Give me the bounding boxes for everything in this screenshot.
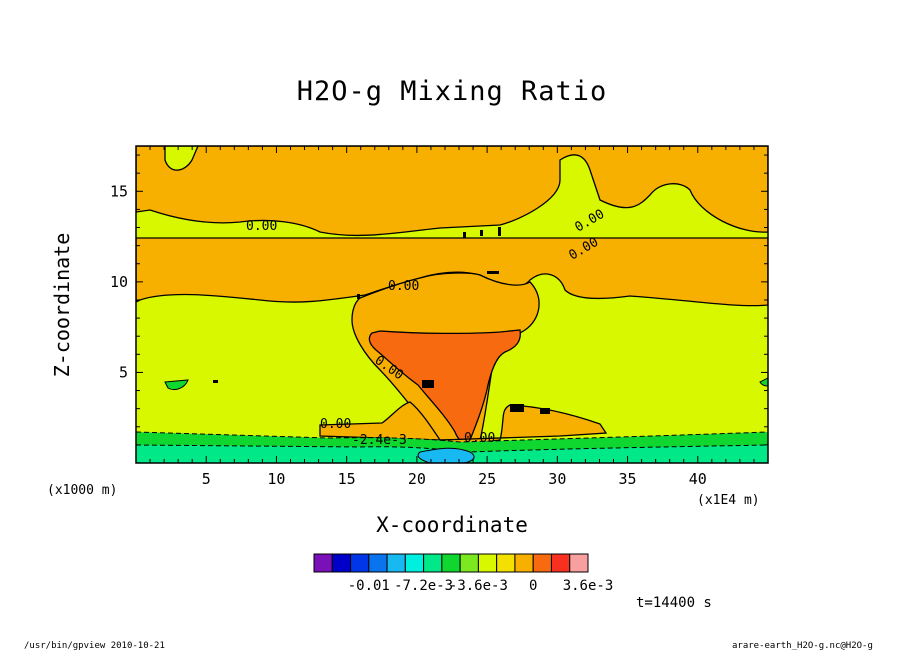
y-tick-label: 5 bbox=[119, 363, 128, 381]
contour-label: -2.4e-3 bbox=[352, 433, 407, 448]
colorbar-swatch bbox=[477, 553, 498, 573]
contour-label: 0.00 bbox=[320, 417, 351, 432]
noise-mark bbox=[357, 294, 360, 299]
upper-orange-notch bbox=[164, 146, 199, 171]
colorbar-swatch bbox=[569, 553, 589, 573]
colorbar-swatch bbox=[313, 553, 333, 573]
time-label: t=14400 s bbox=[636, 595, 712, 611]
x-tick-label: 35 bbox=[619, 470, 637, 488]
x-tick-label: 15 bbox=[338, 470, 356, 488]
footer-source-file: arare-earth_H2O-g.nc@H2O-g bbox=[732, 641, 873, 651]
x-axis-label: X-coordinate bbox=[376, 513, 528, 537]
colorbar-swatch bbox=[423, 553, 443, 573]
contour-label: 0.00 bbox=[388, 279, 419, 294]
noise-mark bbox=[540, 408, 550, 414]
colorbar-swatch bbox=[459, 553, 479, 573]
colorbar-swatch bbox=[404, 553, 425, 573]
x-axis-unit-right: (x1E4 m) bbox=[697, 493, 760, 508]
shelf-orange-region bbox=[319, 401, 608, 446]
colorbar-swatch bbox=[386, 553, 406, 573]
colorbar-swatch bbox=[514, 553, 534, 573]
x-tick-label: 5 bbox=[202, 470, 211, 488]
colorbar-swatch bbox=[496, 553, 516, 573]
x-tick-label: 25 bbox=[478, 470, 496, 488]
x-tick-label: 20 bbox=[408, 470, 426, 488]
footer-program-date: /usr/bin/gpview 2010-10-21 bbox=[24, 641, 165, 651]
upper-orange-region bbox=[136, 146, 768, 237]
colorbar-swatch bbox=[441, 553, 461, 573]
noise-mark bbox=[422, 380, 434, 388]
colorbar-swatch bbox=[368, 553, 388, 573]
y-tick-label: 15 bbox=[110, 182, 128, 200]
colorbar-swatch bbox=[532, 553, 552, 573]
noise-mark bbox=[510, 404, 524, 412]
chart-title: H2O-g Mixing Ratio bbox=[296, 76, 608, 107]
near-surface-cyan-region bbox=[417, 447, 475, 463]
noise-mark bbox=[213, 380, 218, 383]
x-tick-label: 30 bbox=[548, 470, 566, 488]
colorbar-swatch bbox=[331, 553, 352, 573]
core-red-region bbox=[368, 329, 521, 443]
x-tick-label: 40 bbox=[689, 470, 707, 488]
x-axis-ticks: 5 10 15 20 25 30 35 40 bbox=[149, 146, 755, 488]
left-green-patch bbox=[164, 379, 189, 391]
y-axis-label: Z-coordinate bbox=[50, 232, 74, 378]
x-tick-label: 10 bbox=[267, 470, 285, 488]
colorbar-tick-label: -0.01 bbox=[348, 578, 390, 594]
colorbar-swatch bbox=[350, 553, 370, 573]
noise-mark bbox=[487, 271, 499, 274]
contour-label: 0.00 bbox=[246, 219, 277, 234]
y-axis-ticks: 5 10 15 bbox=[110, 154, 768, 446]
colorbar-tick-label: -7.2e-3 bbox=[394, 578, 453, 594]
x-axis-unit-left: (x1000 m) bbox=[47, 483, 118, 498]
noise-mark bbox=[498, 227, 501, 236]
colorbar-swatch bbox=[550, 553, 571, 573]
plot-frame bbox=[135, 145, 769, 464]
contour-label: 0.00 bbox=[464, 431, 495, 446]
y-tick-label: 10 bbox=[110, 273, 128, 291]
colorbar-tick-label: 0 bbox=[529, 578, 537, 594]
colorbar-tick-label: 3.6e-3 bbox=[563, 578, 614, 594]
colorbar: -0.01 -7.2e-3-3.6e-3 0 3.6e-3 bbox=[313, 553, 614, 594]
noise-mark bbox=[463, 232, 466, 238]
noise-mark bbox=[480, 230, 483, 236]
colorbar-tick-label: -3.6e-3 bbox=[449, 578, 508, 594]
